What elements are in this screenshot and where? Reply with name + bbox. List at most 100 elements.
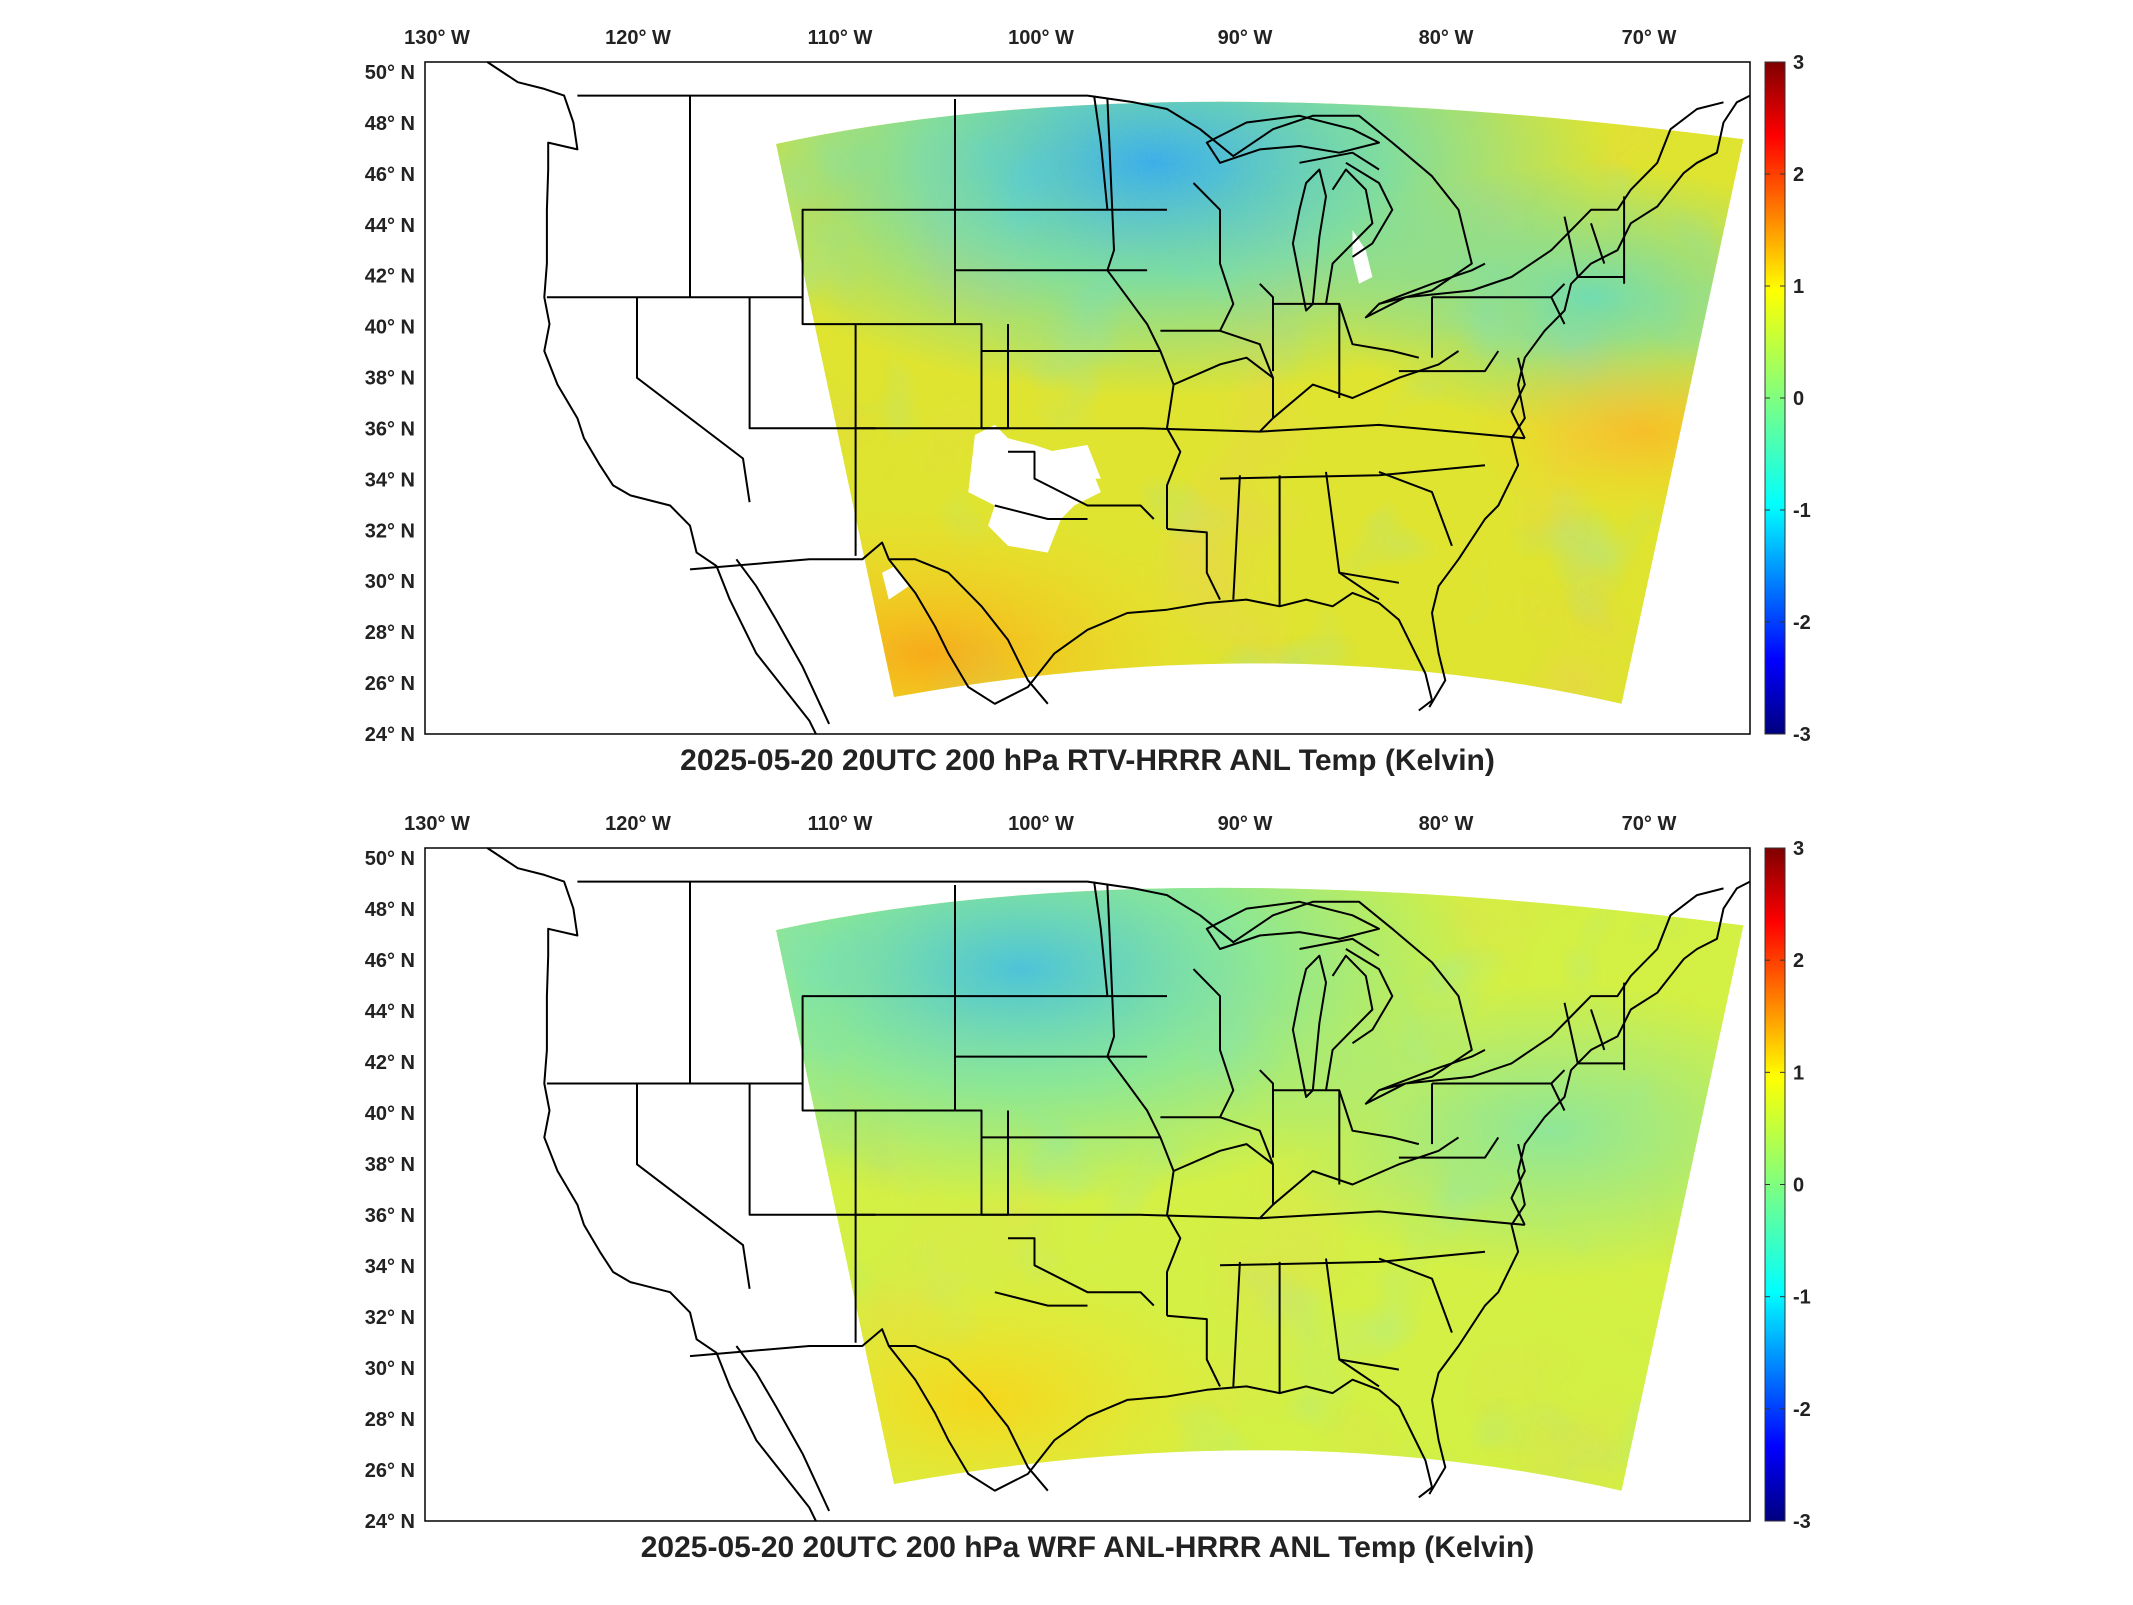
state-boundary [994, 504, 1088, 520]
state-boundary [1008, 450, 1155, 520]
temperature-field [776, 887, 1744, 1491]
state-boundary [1173, 1143, 1274, 1172]
colorbar-tick-label: -2 [1793, 612, 1811, 634]
boundary-chesapeake [1510, 357, 1526, 439]
state-boundary [1093, 881, 1109, 997]
latitude-tick-label: 42° N [365, 266, 415, 288]
geographic-boundaries [486, 61, 1751, 735]
missing-data-region [1047, 445, 1101, 479]
state-boundary [748, 297, 876, 430]
latitude-tick-label: 48° N [365, 899, 415, 921]
latitude-tick-label: 26° N [365, 1460, 415, 1482]
boundary-lakeMichigan [1291, 954, 1327, 1098]
colorbar-tick-label: 2 [1793, 950, 1804, 972]
latitude-tick-label: 46° N [365, 164, 415, 186]
state-boundary [1550, 296, 1566, 325]
temperature-field [776, 101, 1744, 704]
state-boundary [1273, 1089, 1420, 1146]
colorbar-tick-label: -1 [1793, 1287, 1811, 1309]
colorbar-tick-label: -3 [1793, 724, 1811, 746]
state-boundary [748, 1083, 876, 1216]
longitude-tick-label: 120° W [605, 27, 671, 49]
boundary-baja [735, 558, 831, 725]
panel-title: 2025-05-20 20UTC 200 hPa WRF ANL-HRRR AN… [641, 1531, 1535, 1564]
boundary-michiganUP [1299, 937, 1380, 957]
longitude-tick-label: 110° W [808, 27, 873, 49]
geographic-boundaries [486, 847, 1751, 1522]
state-boundary [546, 881, 691, 1085]
state-boundary [1106, 884, 1182, 1316]
boundary-eastCoast [1428, 94, 1751, 708]
boundary-eastCoast [1428, 880, 1751, 1495]
state-boundary [636, 1083, 751, 1289]
missing-data-region [1352, 230, 1373, 284]
state-boundary [1339, 1358, 1400, 1371]
boundary-lakeHuronErie [1345, 161, 1486, 305]
latitude-tick-label: 50° N [365, 62, 415, 84]
longitude-tick-label: 100° W [1008, 813, 1074, 835]
state-boundary [1398, 1136, 1500, 1159]
longitude-tick-label: 80° W [1419, 813, 1474, 835]
state-boundary [1563, 216, 1625, 278]
map-frame [424, 847, 1751, 1522]
latitude-tick-label: 34° N [365, 1256, 415, 1278]
boundary-usMexico [689, 1328, 1049, 1492]
boundary-lakeMichigan [1291, 168, 1327, 312]
boundary-lakeHuronErie [1345, 948, 1486, 1092]
latitude-tick-label: 34° N [365, 469, 415, 491]
latitude-tick-label: 32° N [365, 1307, 415, 1329]
state-boundary [1160, 182, 1235, 332]
missing-data-region [882, 566, 909, 600]
colorbar-tick-label: 1 [1793, 1062, 1804, 1084]
state-boundary [955, 1109, 1161, 1139]
boundary-baja [735, 1345, 831, 1512]
latitude-tick-label: 38° N [365, 1154, 415, 1176]
state-boundary [955, 323, 1161, 352]
state-boundary [1259, 423, 1525, 440]
state-boundary [1106, 98, 1182, 529]
state-boundary [1160, 968, 1235, 1119]
colorbar-tick-label: -1 [1793, 500, 1811, 522]
latitude-tick-label: 28° N [365, 622, 415, 644]
state-boundary [1259, 1069, 1274, 1158]
colorbar-tick-label: 2 [1793, 164, 1804, 186]
state-boundary [1563, 1002, 1625, 1065]
colorbar-tick-label: 1 [1793, 276, 1804, 298]
latitude-tick-label: 44° N [365, 1001, 415, 1023]
longitude-tick-label: 90° W [1218, 27, 1273, 49]
state-boundary [1008, 1237, 1155, 1307]
boundary-lakeSuperior [1205, 114, 1380, 164]
boundary-michiganUP [1299, 151, 1380, 171]
latitude-tick-label: 44° N [365, 215, 415, 237]
latitude-tick-label: 38° N [365, 368, 415, 390]
latitude-tick-label: 48° N [365, 113, 415, 135]
map-frame [424, 61, 1751, 735]
longitude-tick-label: 90° W [1218, 813, 1273, 835]
colorbar: 3 2 1 0 -1 -2 -3 [1764, 52, 1811, 746]
state-boundary [1378, 1257, 1453, 1333]
latitude-tick-label: 40° N [365, 317, 415, 339]
state-boundary [1339, 571, 1400, 584]
state-boundary [1166, 528, 1221, 601]
boundary-michiganLP [1325, 954, 1374, 1091]
boundary-chesapeake [1510, 1143, 1526, 1226]
state-boundary [994, 1291, 1088, 1307]
colorbar-tick-label: 3 [1793, 52, 1804, 74]
longitude-tick-label: 130° W [404, 813, 470, 835]
latitude-tick-label: 46° N [365, 950, 415, 972]
map-panel-rtv: 130° W 120° W 110° W 100° W 90° W 80° W 70° W 5… [365, 27, 1811, 777]
longitude-tick-label: 70° W [1622, 813, 1677, 835]
longitude-tick-label: 70° W [1622, 27, 1677, 49]
longitude-tick-label: 80° W [1419, 27, 1474, 49]
state-boundary [1219, 329, 1274, 433]
boundary-gulfCoast [888, 558, 1433, 712]
panel-title: 2025-05-20 20UTC 200 hPa RTV-HRRR ANL Te… [680, 744, 1495, 777]
state-boundary [636, 297, 751, 503]
colorbar-tick-label: 3 [1793, 838, 1804, 860]
latitude-tick-label: 36° N [365, 1205, 415, 1227]
colorbar-tick-label: -3 [1793, 1511, 1811, 1533]
latitude-tick-label: 24° N [365, 724, 415, 746]
state-boundary [1378, 470, 1453, 547]
boundary-lakeSuperior [1205, 900, 1380, 950]
